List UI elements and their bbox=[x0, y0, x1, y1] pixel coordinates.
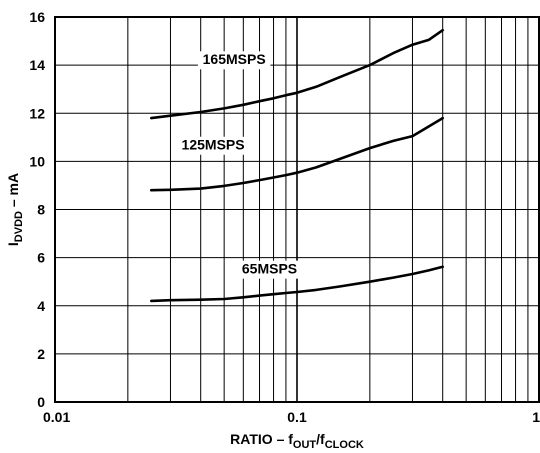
y-tick-label: 0 bbox=[37, 394, 45, 410]
x-axis-title-sub2: CLOCK bbox=[325, 439, 364, 451]
grid bbox=[54, 16, 539, 403]
x-axis-title-main: RATIO – f bbox=[230, 431, 293, 447]
x-axis-title-sub1: OUT bbox=[293, 439, 317, 451]
y-tick-label: 2 bbox=[37, 346, 45, 362]
y-tick-label: 12 bbox=[29, 105, 45, 121]
y-tick-label: 6 bbox=[37, 250, 45, 266]
y-tick-label: 16 bbox=[29, 9, 45, 25]
y-tick-label: 8 bbox=[37, 202, 45, 218]
series-label-125MSPS: 125MSPS bbox=[182, 136, 245, 152]
y-axis-title-rest: – mA bbox=[5, 173, 21, 211]
series-line-165MSPS bbox=[150, 28, 445, 120]
y-axis-title-sub: DVDD bbox=[13, 211, 25, 242]
series-label-bg bbox=[176, 136, 250, 155]
series-label-bg bbox=[197, 51, 271, 70]
series-line-125MSPS bbox=[150, 116, 445, 192]
series-line-65MSPS bbox=[150, 265, 445, 303]
y-tick-label: 4 bbox=[37, 298, 45, 314]
x-tick-label: 1 bbox=[532, 409, 540, 425]
plot-frame bbox=[54, 16, 540, 403]
series-label-bg bbox=[238, 260, 302, 279]
series-label-65MSPS: 65MSPS bbox=[242, 260, 297, 276]
series-labels: 165MSPS 125MSPS 65MSPS bbox=[176, 51, 302, 279]
x-axis-title-mid: /f bbox=[316, 431, 325, 447]
x-tick-label: 0.01 bbox=[43, 409, 70, 425]
series-layer bbox=[150, 28, 445, 303]
x-axis-title: RATIO – fOUT/fCLOCK bbox=[230, 431, 364, 451]
y-axis-title-main: I bbox=[5, 242, 21, 246]
y-tick-label: 10 bbox=[29, 153, 45, 169]
y-axis-title: IDVDD – mA bbox=[5, 173, 25, 246]
series-label-165MSPS: 165MSPS bbox=[203, 51, 266, 67]
y-tick-label: 14 bbox=[29, 57, 45, 73]
x-tick-label: 0.1 bbox=[287, 409, 307, 425]
